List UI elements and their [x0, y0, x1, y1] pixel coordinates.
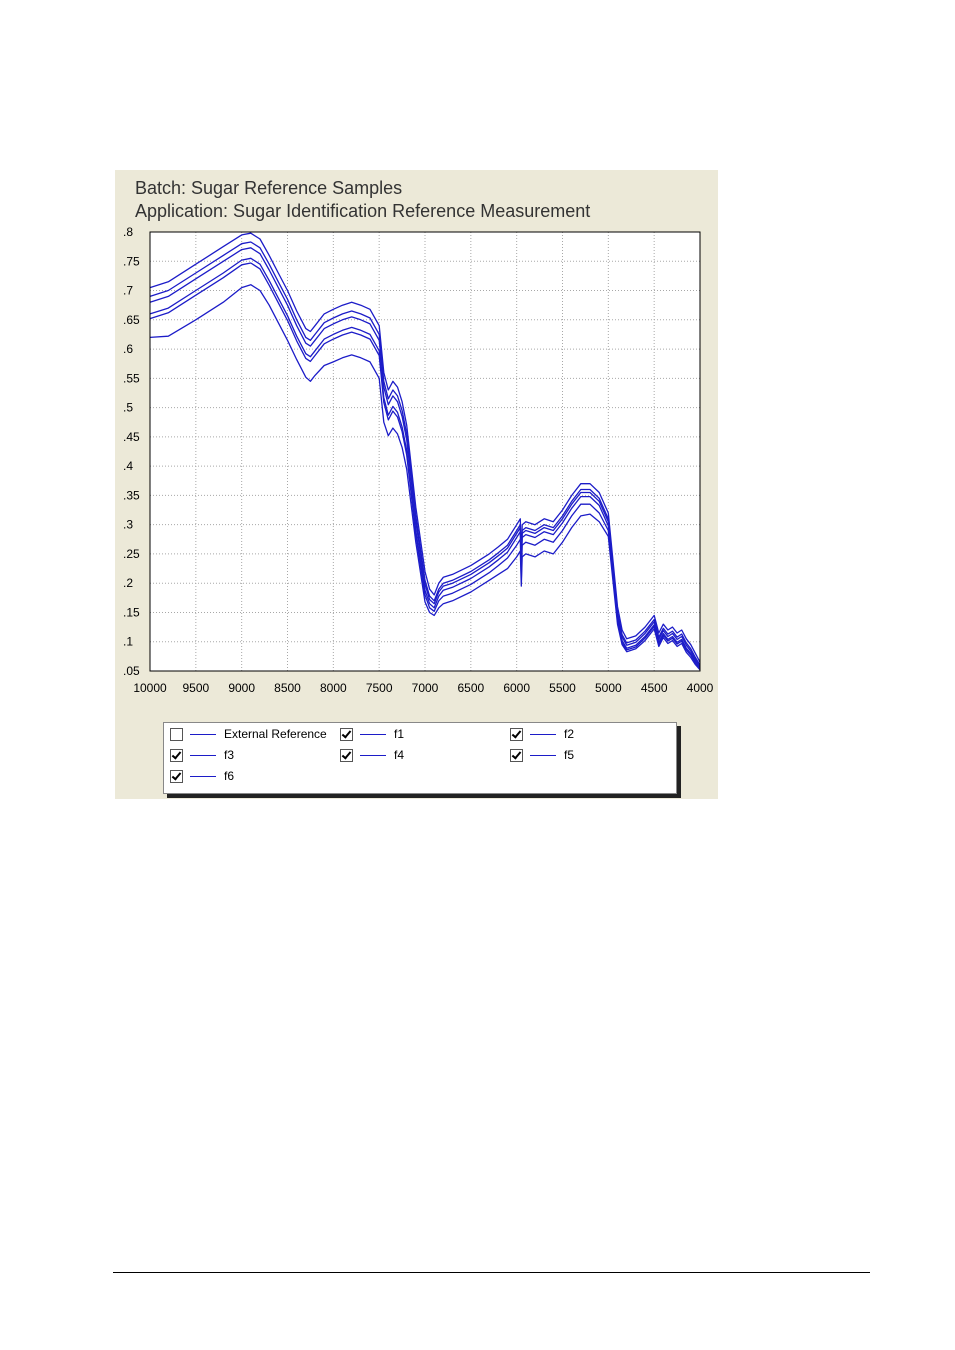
x-tick-label: 9000: [228, 681, 255, 695]
legend-checkbox[interactable]: [170, 769, 183, 783]
x-tick-label: 8000: [320, 681, 347, 695]
y-tick-label: .15: [123, 605, 140, 619]
y-tick-label: .55: [123, 371, 140, 385]
x-tick-label: 5000: [595, 681, 622, 695]
x-tick-label: 10000: [133, 681, 167, 695]
legend-swatch: [190, 754, 216, 756]
legend-swatch: [360, 754, 386, 756]
legend-item-external-reference[interactable]: External Reference: [170, 726, 327, 742]
series-line-f6: [149, 284, 701, 671]
legend-item-f1[interactable]: f1: [340, 726, 404, 742]
page-footer-rule: [113, 1272, 870, 1273]
series-line-f3: [149, 247, 701, 667]
legend-checkbox[interactable]: [510, 727, 523, 741]
x-tick-label: 4500: [641, 681, 668, 695]
x-tick-label: 7500: [366, 681, 393, 695]
batch-title: Batch: Sugar Reference Samples: [135, 178, 403, 198]
y-tick-label: .25: [123, 547, 140, 561]
legend-swatch: [190, 775, 216, 777]
y-tick-label: .65: [123, 313, 140, 327]
legend-label: External Reference: [224, 727, 327, 741]
x-tick-label: 5500: [549, 681, 576, 695]
y-tick-label: .35: [123, 488, 140, 502]
legend-checkbox[interactable]: [340, 727, 353, 741]
legend-label: f3: [224, 748, 235, 762]
legend-item-f6[interactable]: f6: [170, 768, 234, 784]
x-tick-label: 4000: [687, 681, 714, 695]
legend-item-f2[interactable]: f2: [510, 726, 574, 742]
chart-legend: External Reference f1 f2 f3 f4 f5: [163, 722, 677, 794]
legend-item-f5[interactable]: f5: [510, 747, 574, 763]
x-tick-label: 6000: [503, 681, 530, 695]
spectrum-plot: 10000 9500 9000 8500 8000 7500 7000 6500 6000 550…: [123, 225, 714, 695]
legend-swatch: [530, 754, 556, 756]
legend-item-f3[interactable]: f3: [170, 747, 234, 763]
spectrum-chart-panel: Batch: Sugar Reference Samples Applicati…: [115, 170, 718, 799]
legend-label: f1: [394, 727, 405, 741]
legend-checkbox[interactable]: [510, 748, 523, 762]
x-tick-label: 6500: [457, 681, 484, 695]
y-tick-label: .5: [123, 401, 133, 415]
y-tick-label: .8: [123, 225, 133, 239]
legend-item-f4[interactable]: f4: [340, 747, 404, 763]
series-line-f4: [149, 257, 701, 668]
y-tick-label: .3: [123, 518, 133, 532]
legend-label: f2: [564, 727, 575, 741]
legend-label: f6: [224, 769, 235, 783]
legend-label: f4: [394, 748, 405, 762]
plot-frame: [149, 231, 701, 672]
series-line-f2: [149, 241, 701, 666]
y-tick-label: .05: [123, 664, 140, 678]
series-line-f1: [149, 232, 701, 663]
y-tick-label: .45: [123, 430, 140, 444]
y-tick-label: .75: [123, 254, 140, 268]
legend-swatch: [530, 733, 556, 735]
legend-checkbox[interactable]: [170, 748, 183, 762]
legend-label: f5: [564, 748, 575, 762]
y-tick-label: .6: [123, 342, 133, 356]
x-tick-label: 7000: [412, 681, 439, 695]
legend-checkbox[interactable]: [170, 727, 183, 741]
legend-swatch: [360, 733, 386, 735]
application-title: Application: Sugar Identification Refere…: [135, 201, 591, 221]
x-tick-label: 9500: [182, 681, 209, 695]
x-tick-label: 8500: [274, 681, 301, 695]
legend-swatch: [190, 733, 216, 735]
y-tick-label: .1: [123, 635, 133, 649]
series-line-f5: [149, 262, 701, 670]
legend-checkbox[interactable]: [340, 748, 353, 762]
y-tick-label: .7: [123, 284, 133, 298]
y-tick-label: .2: [123, 576, 133, 590]
y-tick-label: .4: [123, 459, 133, 473]
